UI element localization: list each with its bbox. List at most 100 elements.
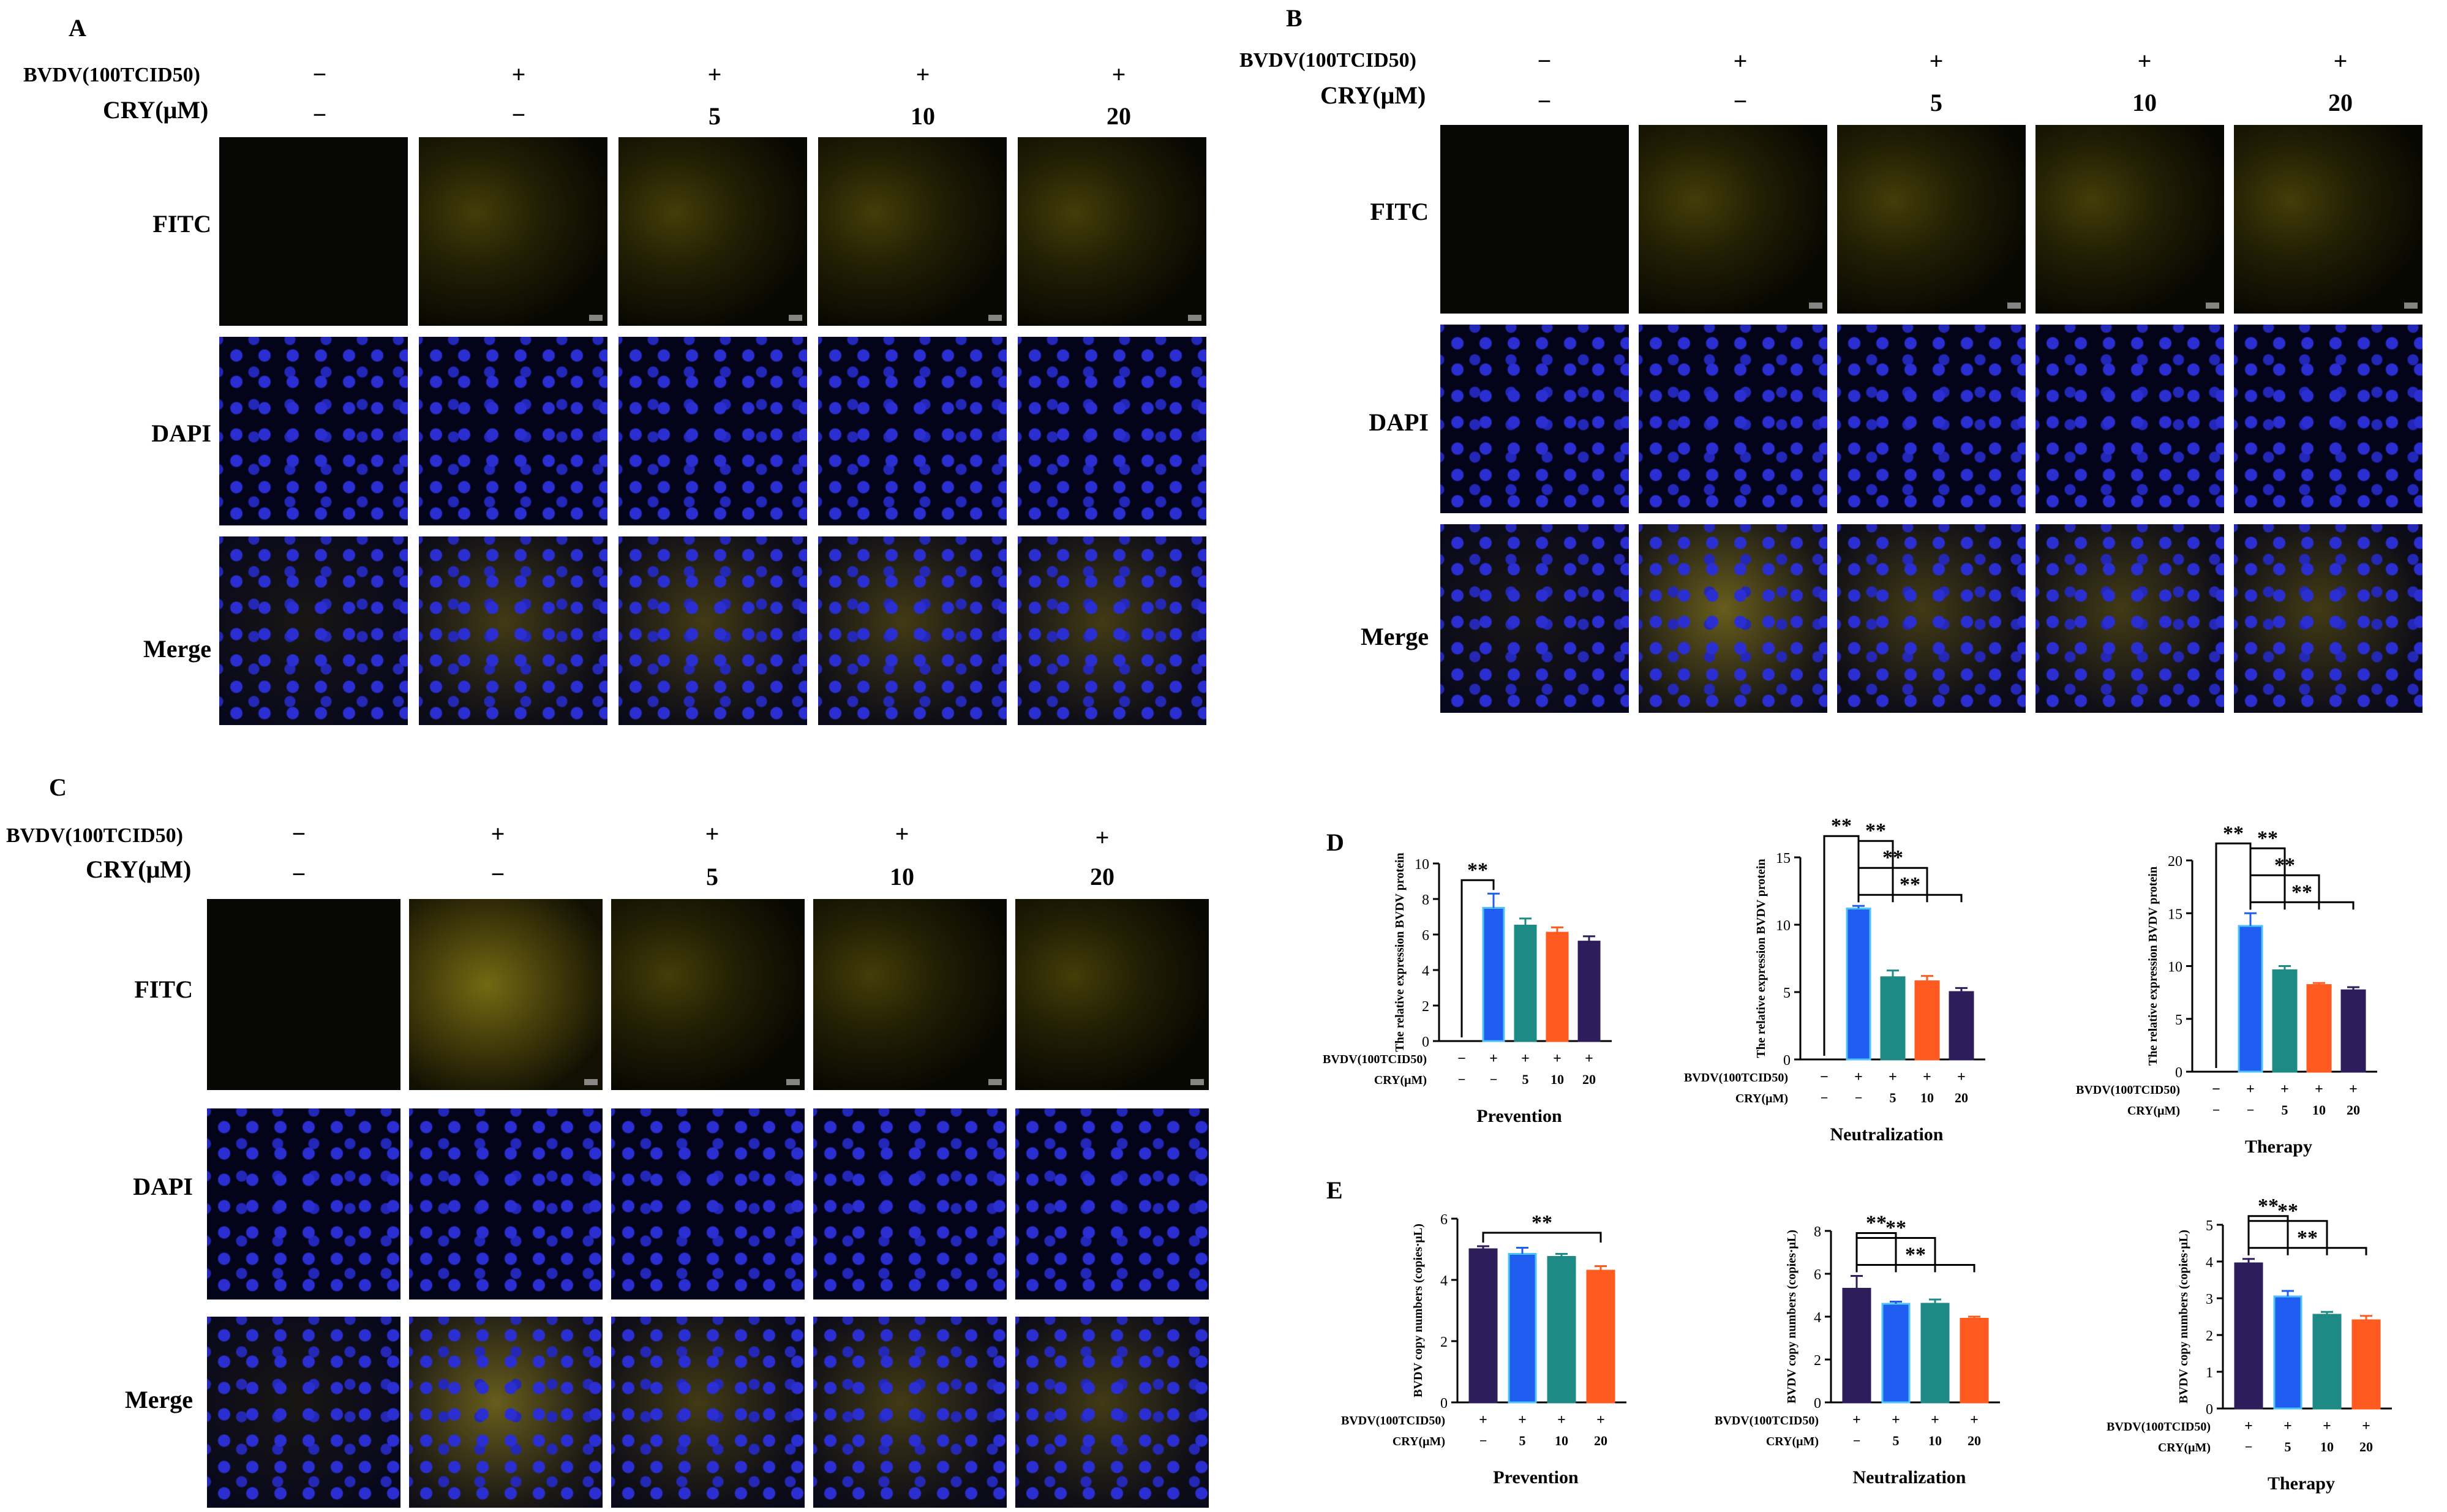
bar	[1514, 925, 1537, 1042]
cry-sign: 5	[709, 102, 721, 130]
y-tick-label: 3	[2206, 1292, 2213, 1307]
significance-label: **	[2258, 1195, 2279, 1217]
row-sign-virus: +	[1970, 1412, 1979, 1428]
bar	[2238, 925, 2263, 1073]
virus-label-c: BVDV(100TCID50)	[6, 824, 183, 847]
y-tick-label: 4	[1814, 1310, 1821, 1326]
virus-sign: +	[895, 820, 909, 848]
chart-title: Therapy	[2268, 1473, 2335, 1494]
micrograph-dapi	[611, 1108, 805, 1299]
bar	[1482, 907, 1505, 1042]
micrograph-dapi	[1837, 325, 2026, 513]
significance-label: **	[1866, 1212, 1887, 1235]
row-sign-virus: +	[1931, 1412, 1939, 1428]
micrograph-merge	[1440, 524, 1629, 713]
significance-label: **	[1865, 819, 1886, 842]
micrograph-dapi	[409, 1108, 603, 1299]
bar	[2312, 1314, 2342, 1410]
virus-sign: +	[511, 61, 526, 88]
row-label-merge: Merge	[1360, 623, 1429, 650]
chart-d-therapy: 0 5 10 15 20 The relative expression BVDV pro…	[2076, 822, 2377, 1157]
y-tick-label: 6	[1814, 1267, 1821, 1283]
bar	[2306, 984, 2332, 1073]
micrograph-fitc	[207, 899, 400, 1090]
cry-sign: 10	[890, 863, 914, 890]
row-label-cry: CRY(μM)	[1374, 1074, 1427, 1087]
significance-bracket	[1857, 893, 1963, 903]
row-sign-virus: +	[2283, 1418, 2292, 1434]
row-sign-cry: 20	[1955, 1090, 1968, 1105]
micrograph-fitc	[219, 137, 408, 326]
virus-sign: +	[491, 820, 505, 848]
row-label-virus: BVDV(100TCID50)	[2076, 1083, 2180, 1097]
significance-label: **	[2297, 1227, 2318, 1249]
y-tick-label: 6	[1440, 1212, 1448, 1228]
bar	[2340, 989, 2366, 1073]
significance-bracket	[2249, 874, 2320, 910]
row-label-dapi: DAPI	[151, 419, 211, 447]
micrograph-merge	[818, 536, 1007, 725]
micrograph-dapi	[207, 1108, 400, 1299]
row-sign-cry: 5	[1893, 1433, 1900, 1448]
y-tick-label: 5	[2206, 1218, 2213, 1234]
significance-label: **	[2257, 827, 2278, 849]
bar	[1546, 931, 1569, 1042]
bar	[1914, 980, 1940, 1061]
row-sign-cry: 20	[1968, 1433, 1981, 1448]
row-sign-cry: 20	[1594, 1433, 1607, 1448]
y-tick-label: 4	[1440, 1273, 1448, 1289]
micrograph-fitc	[611, 899, 805, 1090]
row-sign-cry: 5	[2285, 1439, 2291, 1454]
chart-title: Neutralization	[1853, 1467, 1966, 1488]
row-sign-virus: +	[2244, 1418, 2253, 1434]
micrograph-dapi	[2234, 325, 2423, 513]
significance-label: **	[2223, 822, 2244, 844]
significance-bracket	[1855, 1237, 1936, 1273]
row-sign-cry: −	[1479, 1433, 1487, 1448]
y-tick-label: 20	[2168, 854, 2182, 870]
chart-title: Neutralization	[1830, 1124, 1944, 1145]
panel-label-e: E	[1326, 1176, 1343, 1204]
micrograph-fitc	[618, 137, 807, 326]
chart-title: Prevention	[1493, 1467, 1579, 1488]
row-sign-virus: +	[1923, 1069, 1931, 1085]
row-sign-cry: 10	[1555, 1433, 1568, 1448]
cry-sign: −	[291, 860, 306, 888]
significance-label: **	[2291, 881, 2312, 903]
row-sign-virus: +	[2349, 1081, 2358, 1097]
bar	[1949, 991, 1974, 1061]
row-sign-cry: 20	[2347, 1102, 2360, 1118]
cry-sign: −	[491, 860, 505, 888]
y-tick-label: 5	[2175, 1012, 2182, 1028]
micrograph-fitc	[813, 899, 1007, 1090]
bar	[1842, 1288, 1871, 1404]
row-sign-virus: +	[1889, 1069, 1897, 1085]
chart-e-prevention: 0 2 4 6 BVDV copy numbers (copies·μL) ** BVDV(…	[1341, 1211, 1626, 1488]
significance-bracket	[2247, 1220, 2328, 1255]
row-sign-virus: +	[1585, 1051, 1593, 1067]
row-sign-cry: −	[2245, 1439, 2253, 1454]
row-sign-virus: −	[2212, 1081, 2220, 1097]
significance-bracket	[1855, 1264, 1975, 1273]
cry-sign: −	[511, 101, 526, 129]
bar	[2273, 1295, 2302, 1410]
y-tick-label: 10	[1415, 857, 1429, 873]
y-tick-label: 4	[2206, 1255, 2213, 1271]
micrograph-fitc	[2035, 125, 2224, 314]
micrograph-dapi	[1018, 337, 1206, 525]
y-tick-label: 10	[2168, 960, 2182, 976]
micrograph-fitc	[1440, 125, 1629, 314]
row-sign-cry: −	[2212, 1102, 2220, 1118]
row-label-fitc: FITC	[134, 976, 193, 1003]
row-label-virus: BVDV(100TCID50)	[1341, 1414, 1445, 1427]
row-label-fitc: FITC	[152, 210, 211, 238]
micrograph-fitc	[409, 899, 603, 1090]
panel-label-c: C	[49, 773, 67, 801]
significance-label: **	[1882, 846, 1903, 869]
row-sign-virus: +	[2315, 1081, 2323, 1097]
micrograph-merge	[2234, 524, 2423, 713]
significance-label: **	[1900, 873, 1920, 896]
row-sign-virus: +	[1479, 1412, 1487, 1428]
significance-label: **	[2274, 854, 2295, 876]
micrograph-merge	[611, 1317, 805, 1508]
